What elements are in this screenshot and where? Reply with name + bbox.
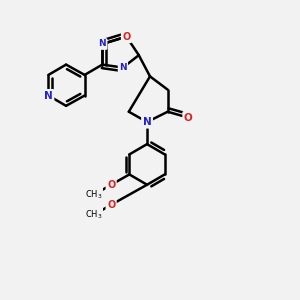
- Text: CH$_3$: CH$_3$: [85, 189, 102, 201]
- Text: CH$_3$: CH$_3$: [85, 209, 102, 221]
- Text: O: O: [122, 32, 130, 42]
- Text: O: O: [184, 112, 193, 123]
- Text: O: O: [107, 200, 115, 210]
- Text: N: N: [143, 117, 152, 127]
- Text: N: N: [98, 40, 106, 49]
- Text: N: N: [119, 63, 127, 72]
- Text: N: N: [44, 91, 53, 100]
- Text: O: O: [107, 180, 115, 190]
